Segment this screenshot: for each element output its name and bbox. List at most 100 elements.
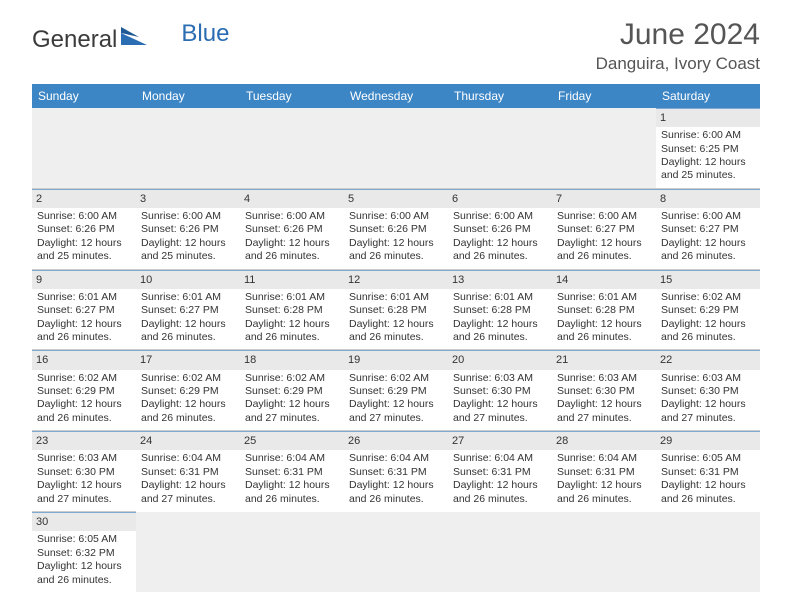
day-number: 9 — [32, 270, 136, 289]
calendar-cell: 15Sunrise: 6:02 AMSunset: 6:29 PMDayligh… — [656, 269, 760, 350]
calendar-cell — [552, 108, 656, 188]
daylight-text: Daylight: 12 hours and 26 minutes. — [141, 318, 235, 345]
day-number: 22 — [656, 350, 760, 369]
day-number: 15 — [656, 270, 760, 289]
logo: General Blue — [32, 18, 229, 54]
sunrise-text: Sunrise: 6:00 AM — [557, 210, 651, 223]
daylight-text: Daylight: 12 hours and 25 minutes. — [37, 237, 131, 264]
sunrise-text: Sunrise: 6:02 AM — [141, 372, 235, 385]
calendar-cell: 6Sunrise: 6:00 AMSunset: 6:26 PMDaylight… — [448, 188, 552, 269]
calendar-cell: 20Sunrise: 6:03 AMSunset: 6:30 PMDayligh… — [448, 350, 552, 431]
logo-text-2: Blue — [181, 20, 229, 48]
calendar-cell — [136, 108, 240, 188]
calendar-cell — [448, 512, 552, 592]
sunrise-text: Sunrise: 6:00 AM — [245, 210, 339, 223]
sunrise-text: Sunrise: 6:00 AM — [141, 210, 235, 223]
daylight-text: Daylight: 12 hours and 26 minutes. — [349, 479, 443, 506]
day-details: Sunrise: 6:00 AMSunset: 6:26 PMDaylight:… — [349, 210, 443, 264]
day-number: 1 — [656, 108, 760, 127]
daylight-text: Daylight: 12 hours and 27 minutes. — [245, 398, 339, 425]
calendar-cell: 2Sunrise: 6:00 AMSunset: 6:26 PMDaylight… — [32, 188, 136, 269]
day-number: 29 — [656, 431, 760, 450]
daylight-text: Daylight: 12 hours and 26 minutes. — [349, 318, 443, 345]
sunset-text: Sunset: 6:30 PM — [661, 385, 755, 398]
day-number: 14 — [552, 270, 656, 289]
day-details: Sunrise: 6:03 AMSunset: 6:30 PMDaylight:… — [557, 372, 651, 426]
daylight-text: Daylight: 12 hours and 27 minutes. — [453, 398, 547, 425]
day-details: Sunrise: 6:03 AMSunset: 6:30 PMDaylight:… — [37, 452, 131, 506]
calendar-cell: 12 Sunrise: 6:01 AMSunset: 6:28 PMDayligh… — [344, 269, 448, 350]
sunrise-text: Sunrise: 6:00 AM — [661, 210, 755, 223]
daylight-text: Daylight: 12 hours and 26 minutes. — [141, 398, 235, 425]
daylight-text: Daylight: 12 hours and 26 minutes. — [661, 318, 755, 345]
day-details: Sunrise: 6:01 AMSunset: 6:28 PMDaylight:… — [349, 291, 443, 345]
weekday-header: Wednesday — [344, 84, 448, 108]
day-number: 21 — [552, 350, 656, 369]
daylight-text: Daylight: 12 hours and 26 minutes. — [661, 237, 755, 264]
day-number: 30 — [32, 512, 136, 531]
sunset-text: Sunset: 6:32 PM — [37, 547, 131, 560]
sunset-text: Sunset: 6:29 PM — [245, 385, 339, 398]
day-details: Sunrise: 6:04 AMSunset: 6:31 PMDaylight:… — [245, 452, 339, 506]
day-details: Sunrise: 6:01 AMSunset: 6:27 PMDaylight:… — [141, 291, 235, 345]
calendar-cell: 8Sunrise: 6:00 AMSunset: 6:27 PMDaylight… — [656, 188, 760, 269]
calendar-table: Sunday Monday Tuesday Wednesday Thursday… — [32, 84, 760, 592]
day-number: 13 — [448, 270, 552, 289]
sunset-text: Sunset: 6:26 PM — [37, 223, 131, 236]
weekday-header: Sunday — [32, 84, 136, 108]
daylight-text: Daylight: 12 hours and 26 minutes. — [453, 318, 547, 345]
daylight-text: Daylight: 12 hours and 27 minutes. — [661, 398, 755, 425]
calendar-cell: 23Sunrise: 6:03 AMSunset: 6:30 PMDayligh… — [32, 431, 136, 512]
daylight-text: Daylight: 12 hours and 27 minutes. — [141, 479, 235, 506]
sunrise-text: Sunrise: 6:04 AM — [141, 452, 235, 465]
weekday-header: Monday — [136, 84, 240, 108]
calendar-cell: 22Sunrise: 6:03 AMSunset: 6:30 PMDayligh… — [656, 350, 760, 431]
day-number: 7 — [552, 189, 656, 208]
sunset-text: Sunset: 6:29 PM — [349, 385, 443, 398]
day-number: 12 — [344, 270, 448, 289]
calendar-cell: 28Sunrise: 6:04 AMSunset: 6:31 PMDayligh… — [552, 431, 656, 512]
logo-icon — [121, 24, 147, 52]
day-details: Sunrise: 6:05 AMSunset: 6:31 PMDaylight:… — [661, 452, 755, 506]
day-number: 27 — [448, 431, 552, 450]
sunrise-text: Sunrise: 6:05 AM — [661, 452, 755, 465]
daylight-text: Daylight: 12 hours and 26 minutes. — [245, 479, 339, 506]
sunset-text: Sunset: 6:27 PM — [141, 304, 235, 317]
calendar-cell: 17Sunrise: 6:02 AMSunset: 6:29 PMDayligh… — [136, 350, 240, 431]
sunrise-text: Sunrise: 6:01 AM — [557, 291, 651, 304]
sunset-text: Sunset: 6:31 PM — [141, 466, 235, 479]
day-details: Sunrise: 6:04 AMSunset: 6:31 PMDaylight:… — [141, 452, 235, 506]
title-location: Danguira, Ivory Coast — [596, 54, 760, 74]
day-number: 19 — [344, 350, 448, 369]
day-number: 28 — [552, 431, 656, 450]
daylight-text: Daylight: 12 hours and 26 minutes. — [661, 479, 755, 506]
day-details: Sunrise: 6:00 AMSunset: 6:27 PMDaylight:… — [557, 210, 651, 264]
day-number: 10 — [136, 270, 240, 289]
calendar-cell — [136, 512, 240, 592]
day-details: Sunrise: 6:04 AMSunset: 6:31 PMDaylight:… — [349, 452, 443, 506]
daylight-text: Daylight: 12 hours and 26 minutes. — [453, 237, 547, 264]
sunrise-text: Sunrise: 6:00 AM — [37, 210, 131, 223]
calendar-cell: 5Sunrise: 6:00 AMSunset: 6:26 PMDaylight… — [344, 188, 448, 269]
day-details: Sunrise: 6:02 AMSunset: 6:29 PMDaylight:… — [349, 372, 443, 426]
sunrise-text: Sunrise: 6:01 AM — [245, 291, 339, 304]
sunset-text: Sunset: 6:30 PM — [37, 466, 131, 479]
day-details: Sunrise: 6:04 AMSunset: 6:31 PMDaylight:… — [453, 452, 547, 506]
sunrise-text: Sunrise: 6:00 AM — [349, 210, 443, 223]
title-block: June 2024 Danguira, Ivory Coast — [596, 18, 760, 74]
sunrise-text: Sunrise: 6:04 AM — [349, 452, 443, 465]
sunset-text: Sunset: 6:30 PM — [453, 385, 547, 398]
day-number: 20 — [448, 350, 552, 369]
calendar-cell — [656, 512, 760, 592]
calendar-cell: 3Sunrise: 6:00 AMSunset: 6:26 PMDaylight… — [136, 188, 240, 269]
sunrise-text: Sunrise: 6:02 AM — [661, 291, 755, 304]
daylight-text: Daylight: 12 hours and 26 minutes. — [37, 318, 131, 345]
calendar-cell: 11Sunrise: 6:01 AMSunset: 6:28 PMDayligh… — [240, 269, 344, 350]
sunset-text: Sunset: 6:26 PM — [453, 223, 547, 236]
day-number: 11 — [240, 270, 344, 289]
sunset-text: Sunset: 6:31 PM — [557, 466, 651, 479]
sunrise-text: Sunrise: 6:04 AM — [245, 452, 339, 465]
daylight-text: Daylight: 12 hours and 26 minutes. — [37, 398, 131, 425]
calendar-cell: 24Sunrise: 6:04 AMSunset: 6:31 PMDayligh… — [136, 431, 240, 512]
calendar-cell — [32, 108, 136, 188]
